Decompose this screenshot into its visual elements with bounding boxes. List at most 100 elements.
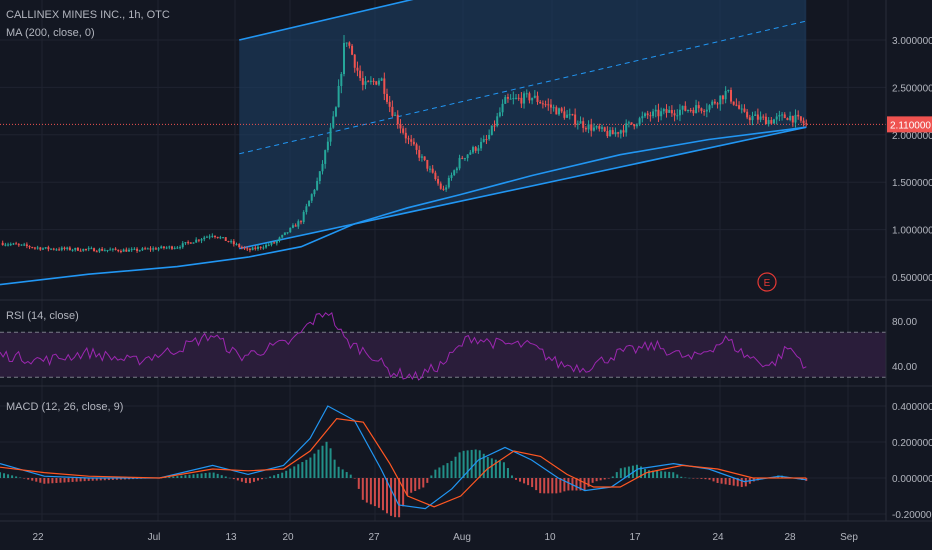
- candle-body: [756, 114, 759, 120]
- macd-histogram-bar: [244, 478, 247, 484]
- price-tick-label: 1.500000: [892, 178, 932, 189]
- rsi-tick-label: 80.00: [892, 317, 917, 328]
- candle-body: [265, 244, 268, 248]
- candle-body: [117, 249, 120, 252]
- macd-histogram-bar: [704, 478, 707, 480]
- earnings-marker-circle[interactable]: [757, 272, 777, 292]
- macd-histogram-bar: [684, 477, 687, 479]
- candle-body: [351, 45, 354, 55]
- channel-lower-line[interactable]: [239, 126, 807, 250]
- time-axis[interactable]: 22 Jul 13 20 27 Aug 10 17 24 Sep 28: [32, 532, 858, 543]
- macd-histogram-bar: [660, 471, 663, 478]
- candle-body: [571, 114, 574, 116]
- candle-body: [316, 181, 319, 190]
- macd-histogram-bar: [639, 466, 642, 478]
- ma-indicator-label: MA (200, close, 0): [6, 27, 95, 39]
- candle-body: [611, 130, 614, 135]
- time-tick-label: 17: [629, 532, 641, 543]
- macd-histogram-bar: [269, 476, 272, 478]
- candle-body: [189, 242, 192, 244]
- candle-body: [216, 236, 219, 238]
- candle-body: [353, 54, 356, 68]
- rsi-label: RSI (14, close): [6, 310, 79, 322]
- ma-200-line[interactable]: [0, 126, 807, 286]
- price-axis[interactable]: 3.000000 2.500000 2.000000 1.500000 1.000000…: [887, 36, 932, 521]
- candle-body: [501, 103, 504, 113]
- candle-body: [310, 194, 313, 201]
- earnings-marker-label: E: [764, 278, 771, 289]
- price-pane[interactable]: CALLINEX MINES INC., 1h, OTC MA (200, cl…: [0, 0, 886, 292]
- candle-body: [743, 108, 746, 112]
- candle-body: [348, 42, 351, 46]
- macd-histogram-bar: [265, 477, 268, 479]
- macd-histogram-bar: [422, 478, 425, 488]
- macd-histogram-bar: [55, 478, 58, 483]
- macd-histogram-bar: [257, 478, 260, 481]
- candle-body: [200, 239, 203, 241]
- candle-body: [654, 109, 657, 112]
- candle-body: [63, 247, 66, 249]
- candle-body: [415, 144, 418, 150]
- macd-histogram-bar: [502, 462, 505, 478]
- time-tick-label: Aug: [453, 532, 471, 543]
- candle-body: [23, 244, 26, 246]
- signal-line[interactable]: [0, 417, 807, 508]
- candle-body: [95, 251, 98, 253]
- macd-histogram-bar: [430, 475, 433, 478]
- macd-histogram-bar: [539, 478, 542, 494]
- macd-line[interactable]: [0, 405, 807, 510]
- macd-histogram-bar: [438, 467, 441, 478]
- channel-mid-line[interactable]: [239, 20, 807, 155]
- macd-histogram-bar: [672, 472, 675, 478]
- candle-body: [587, 124, 590, 130]
- candle-body: [601, 127, 604, 129]
- candle-body: [582, 121, 585, 128]
- rsi-pane[interactable]: RSI (14, close): [0, 310, 886, 381]
- macd-histogram-bar: [79, 478, 82, 482]
- candle-body: [205, 236, 208, 238]
- candle-body: [321, 163, 324, 172]
- candle-body: [660, 111, 663, 117]
- rsi-line[interactable]: [0, 312, 807, 381]
- macd-pane[interactable]: MACD (12, 26, close, 9): [0, 401, 808, 518]
- candle-body: [101, 248, 104, 251]
- candle-body: [754, 114, 757, 116]
- macd-histogram-bar: [490, 458, 493, 478]
- candle-body: [297, 221, 300, 227]
- macd-histogram-bar: [426, 478, 429, 483]
- candle-body: [482, 139, 485, 142]
- macd-histogram-bar: [510, 475, 513, 478]
- macd-histogram-bar: [398, 478, 401, 518]
- candle-body: [76, 247, 79, 251]
- candle-body: [727, 89, 730, 91]
- candle-body: [649, 115, 652, 117]
- candle-body: [799, 116, 802, 121]
- candle-body: [243, 247, 246, 249]
- channel-upper-line[interactable]: [239, 0, 806, 41]
- candle-body: [426, 159, 429, 169]
- candle-body: [609, 130, 612, 137]
- macd-histogram-bar: [188, 474, 191, 478]
- candle-body: [372, 80, 375, 82]
- macd-histogram-bar: [547, 478, 550, 494]
- macd-histogram-bar: [3, 473, 6, 478]
- candle-body: [477, 148, 480, 151]
- candle-body: [410, 139, 413, 142]
- macd-histogram-bar: [273, 475, 276, 478]
- candle-body: [257, 246, 260, 249]
- candle-body: [719, 95, 722, 105]
- candle-body: [308, 200, 311, 207]
- candle-body: [558, 108, 561, 115]
- earnings-marker[interactable]: E: [757, 272, 777, 292]
- candle-body: [165, 247, 168, 249]
- candle-body: [52, 248, 55, 250]
- candle-body: [625, 123, 628, 133]
- candle-body: [429, 168, 432, 170]
- macd-histogram-bar: [494, 459, 497, 478]
- time-tick-label: 20: [282, 532, 294, 543]
- candle-body: [176, 247, 179, 249]
- macd-histogram-bar: [228, 477, 231, 479]
- candle-body: [343, 42, 346, 75]
- candle-body: [579, 121, 582, 124]
